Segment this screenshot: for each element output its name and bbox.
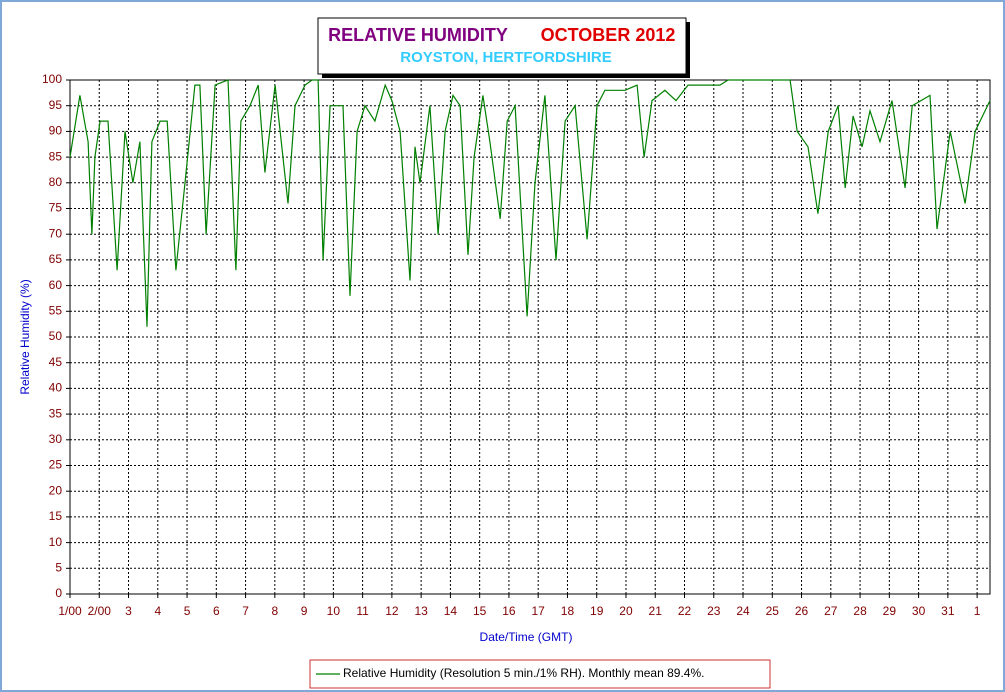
y-tick-label: 75 [49,201,63,215]
x-tick-label: 1/00 [58,604,82,618]
x-tick-label: 6 [213,604,220,618]
x-tick-label: 24 [736,604,750,618]
y-tick-label: 60 [49,278,63,292]
x-tick-label: 18 [561,604,575,618]
data-line [69,79,991,327]
x-tick-label: 2/00 [88,604,112,618]
x-tick-label: 15 [473,604,487,618]
y-tick-label: 30 [49,432,63,446]
y-tick-label: 70 [49,226,63,240]
y-tick-label: 5 [55,560,62,574]
y-tick-label: 95 [49,98,63,112]
y-tick-label: 85 [49,149,63,163]
y-tick-label: 90 [49,124,63,138]
x-tick-label: 1 [974,604,981,618]
y-tick-label: 20 [49,483,63,497]
y-tick-label: 15 [49,509,63,523]
x-tick-label: 26 [795,604,809,618]
x-axis-title: Date/Time (GMT) [480,630,573,644]
x-tick-label: 28 [853,604,867,618]
x-tick-label: 17 [532,604,546,618]
title-box [317,17,687,75]
x-tick-label: 12 [385,604,399,618]
x-tick-label: 7 [242,604,249,618]
x-tick-label: 5 [184,604,191,618]
y-axis-title: Relative Humidity (%) [18,279,32,394]
y-tick-label: 45 [49,355,63,369]
y-tick-label: 25 [49,458,63,472]
x-tick-label: 3 [125,604,132,618]
x-tick-label: 16 [502,604,516,618]
x-tick-label: 20 [619,604,633,618]
y-tick-label: 55 [49,303,63,317]
x-tick-label: 30 [912,604,926,618]
y-tick-label: 35 [49,406,63,420]
x-tick-label: 29 [883,604,897,618]
y-tick-label: 80 [49,175,63,189]
x-tick-label: 27 [824,604,838,618]
y-tick-label: 50 [49,329,63,343]
x-tick-label: 21 [649,604,663,618]
chart-title-period: OCTOBER 2012 [541,25,676,45]
x-tick-label: 19 [590,604,604,618]
x-tick-label: 13 [414,604,428,618]
y-tick-label: 100 [42,72,62,86]
y-tick-label: 0 [55,586,62,600]
legend-label: Relative Humidity (Resolution 5 min./1% … [343,666,704,680]
x-tick-label: 14 [444,604,458,618]
plot-border [69,79,991,595]
x-tick-label: 8 [271,604,278,618]
x-tick-label: 25 [766,604,780,618]
x-tick-label: 31 [941,604,955,618]
y-tick-label: 40 [49,381,63,395]
x-tick-label: 11 [356,604,369,618]
x-tick-label: 4 [154,604,161,618]
x-tick-label: 10 [327,604,341,618]
chart-title: RELATIVE HUMIDITY [328,25,508,45]
legend-box [309,659,771,689]
chart-subtitle: ROYSTON, HERTFORDSHIRE [400,49,611,66]
y-tick-label: 10 [49,535,63,549]
x-tick-label: 22 [678,604,692,618]
x-tick-label: 9 [301,604,308,618]
y-tick-label: 65 [49,252,63,266]
x-tick-label: 23 [707,604,721,618]
